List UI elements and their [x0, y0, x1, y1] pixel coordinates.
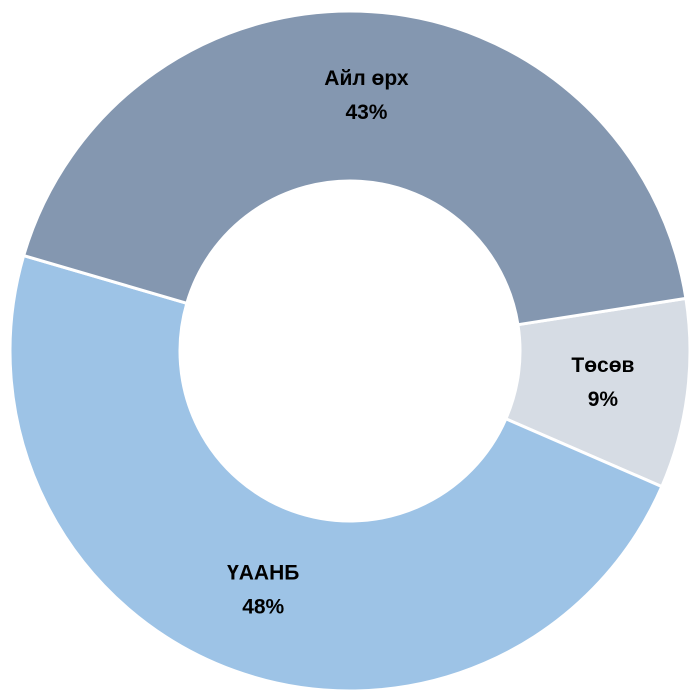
donut-segment [21, 9, 688, 327]
segment-label: ҮААНБ [227, 561, 299, 584]
segment-label: Айл өрх [324, 67, 409, 90]
segment-value: 43% [345, 101, 387, 124]
segment-value: 9% [588, 388, 619, 411]
donut-segment [8, 253, 664, 693]
segment-value: 48% [242, 595, 284, 618]
segment-label: Төсөв [571, 354, 634, 377]
